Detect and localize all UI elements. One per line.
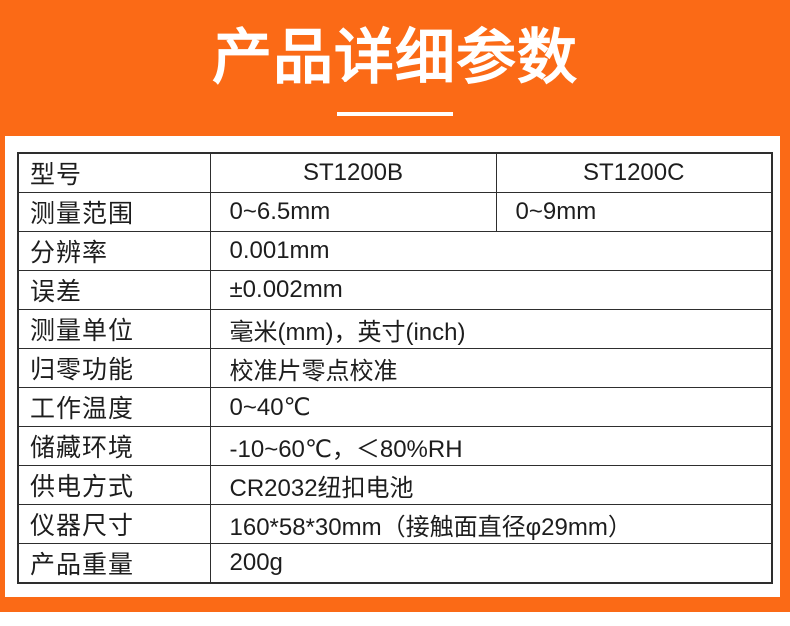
- table-row-power: 供电方式 CR2032纽扣电池: [17, 465, 773, 505]
- spec-value: 0~40℃: [209, 387, 773, 427]
- table-row-storage-env: 储藏环境 -10~60℃，＜80%RH: [17, 426, 773, 466]
- spec-label: 分辨率: [17, 231, 211, 271]
- spec-value: 0~6.5mm: [209, 192, 497, 232]
- spec-value: 毫米(mm)，英寸(inch): [209, 309, 773, 349]
- spec-label: 型号: [17, 152, 211, 193]
- spec-label: 测量单位: [17, 309, 211, 349]
- table-row-units: 测量单位 毫米(mm)，英寸(inch): [17, 309, 773, 349]
- table-row-accuracy: 误差 ±0.002mm: [17, 270, 773, 310]
- spec-label: 误差: [17, 270, 211, 310]
- spec-value: 160*58*30mm（接触面直径φ29mm）: [209, 504, 773, 544]
- table-row-weight: 产品重量 200g: [17, 543, 773, 584]
- spec-value: -10~60℃，＜80%RH: [209, 426, 773, 466]
- spec-value: CR2032纽扣电池: [209, 465, 773, 505]
- spec-value: ±0.002mm: [209, 270, 773, 310]
- page-title: 产品详细参数: [212, 24, 578, 91]
- spec-label: 供电方式: [17, 465, 211, 505]
- table-row-model: 型号 ST1200B ST1200C: [17, 152, 773, 193]
- spec-label: 产品重量: [17, 543, 211, 584]
- title-underline: [337, 112, 453, 116]
- spec-label: 工作温度: [17, 387, 211, 427]
- spec-value: 校准片零点校准: [209, 348, 773, 388]
- spec-label: 测量范围: [17, 192, 211, 232]
- spec-value: 0~9mm: [495, 192, 773, 232]
- header-banner: 产品详细参数: [0, 0, 790, 136]
- table-row-operating-temp: 工作温度 0~40℃: [17, 387, 773, 427]
- table-row-range: 测量范围 0~6.5mm 0~9mm: [17, 192, 773, 232]
- spec-label: 仪器尺寸: [17, 504, 211, 544]
- table-row-dimensions: 仪器尺寸 160*58*30mm（接触面直径φ29mm）: [17, 504, 773, 544]
- spec-value: 200g: [209, 543, 773, 584]
- table-row-zeroing: 归零功能 校准片零点校准: [17, 348, 773, 388]
- content-panel: 型号 ST1200B ST1200C 测量范围 0~6.5mm 0~9mm 分辨…: [5, 136, 780, 597]
- spec-value: ST1200B: [209, 152, 497, 193]
- spec-table: 型号 ST1200B ST1200C 测量范围 0~6.5mm 0~9mm 分辨…: [17, 152, 773, 584]
- spec-label: 储藏环境: [17, 426, 211, 466]
- spec-label: 归零功能: [17, 348, 211, 388]
- table-row-resolution: 分辨率 0.001mm: [17, 231, 773, 271]
- spec-value: ST1200C: [495, 152, 773, 193]
- spec-value: 0.001mm: [209, 231, 773, 271]
- orange-frame: 产品详细参数 型号 ST1200B ST1200C 测量范围: [0, 0, 790, 612]
